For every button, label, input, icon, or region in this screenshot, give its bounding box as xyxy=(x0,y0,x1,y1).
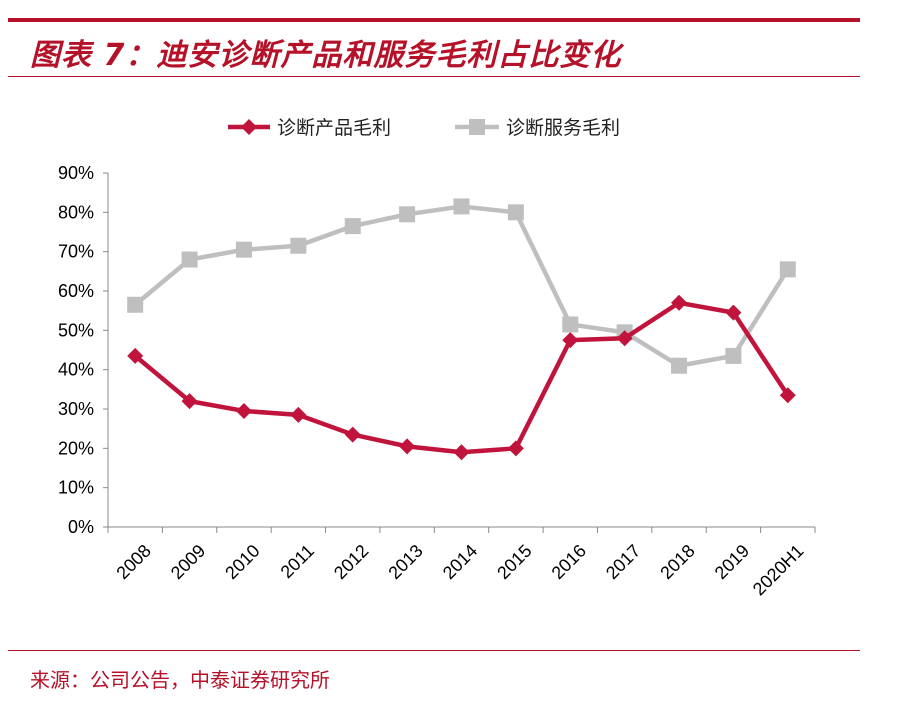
y-tick-label: 30% xyxy=(58,399,94,419)
data-point xyxy=(181,393,198,410)
data-point xyxy=(616,330,633,347)
legend-marker-service xyxy=(469,119,485,135)
data-point xyxy=(344,426,361,443)
x-tick-label: 2017 xyxy=(602,541,644,583)
data-point xyxy=(235,402,252,419)
data-point xyxy=(127,347,144,364)
data-point xyxy=(725,347,742,364)
data-point xyxy=(127,296,144,313)
data-point xyxy=(562,316,579,333)
bottom-rule xyxy=(8,650,860,651)
x-tick-label: 2018 xyxy=(656,541,698,583)
y-tick-label: 80% xyxy=(58,202,94,222)
data-point xyxy=(453,198,470,215)
x-tick-label: 2010 xyxy=(221,541,263,583)
y-tick-label: 70% xyxy=(58,242,94,262)
data-point xyxy=(181,251,198,268)
series-group xyxy=(127,198,796,461)
data-point xyxy=(507,204,524,221)
data-point xyxy=(399,206,416,223)
legend: 诊断产品毛利 诊断服务毛利 xyxy=(228,117,620,139)
source-note: 来源：公司公告，中泰证券研究所 xyxy=(30,668,330,692)
data-point xyxy=(562,332,579,349)
y-tick-label: 0% xyxy=(68,517,94,537)
data-point xyxy=(344,218,361,235)
y-tick-label: 90% xyxy=(58,163,94,183)
data-point xyxy=(290,237,307,254)
x-tick-label: 2008 xyxy=(112,541,154,583)
data-point xyxy=(453,444,470,461)
x-tick-label: 2015 xyxy=(493,541,535,583)
y-tick-label: 10% xyxy=(58,478,94,498)
figure-title: 图表 7：迪安诊断产品和服务毛利占比变化 xyxy=(30,38,622,73)
x-tick-label: 2011 xyxy=(277,541,319,583)
series-line-product xyxy=(133,300,790,455)
legend-label-product: 诊断产品毛利 xyxy=(277,117,391,139)
title-rule xyxy=(8,76,860,77)
data-point xyxy=(399,438,416,455)
series-line-service xyxy=(133,204,790,368)
x-tick-label: 2020H1 xyxy=(749,541,808,600)
x-tick-label: 2013 xyxy=(384,541,426,583)
data-point xyxy=(671,294,688,311)
data-point xyxy=(507,440,524,457)
x-tick-label: 2014 xyxy=(439,541,481,583)
data-point xyxy=(725,304,742,321)
data-point xyxy=(779,387,796,404)
y-tick-label: 40% xyxy=(58,360,94,380)
x-tick-label: 2016 xyxy=(548,541,590,583)
y-tick-label: 50% xyxy=(58,320,94,340)
top-rule xyxy=(8,18,860,22)
y-tick-label: 60% xyxy=(58,281,94,301)
data-point xyxy=(290,406,307,423)
data-point xyxy=(671,357,688,374)
y-tick-label: 20% xyxy=(58,438,94,458)
x-tick-label: 2012 xyxy=(330,541,372,583)
data-point xyxy=(235,241,252,258)
x-tick-label: 2009 xyxy=(167,541,209,583)
legend-label-service: 诊断服务毛利 xyxy=(506,117,620,139)
x-tick-label: 2019 xyxy=(711,541,753,583)
data-point xyxy=(779,261,796,278)
legend-marker-product xyxy=(241,119,257,135)
axes: 0% 10% 20% 30% 40% 50% 60% 70% 80% 90% 2008 2009 201… xyxy=(58,163,816,600)
